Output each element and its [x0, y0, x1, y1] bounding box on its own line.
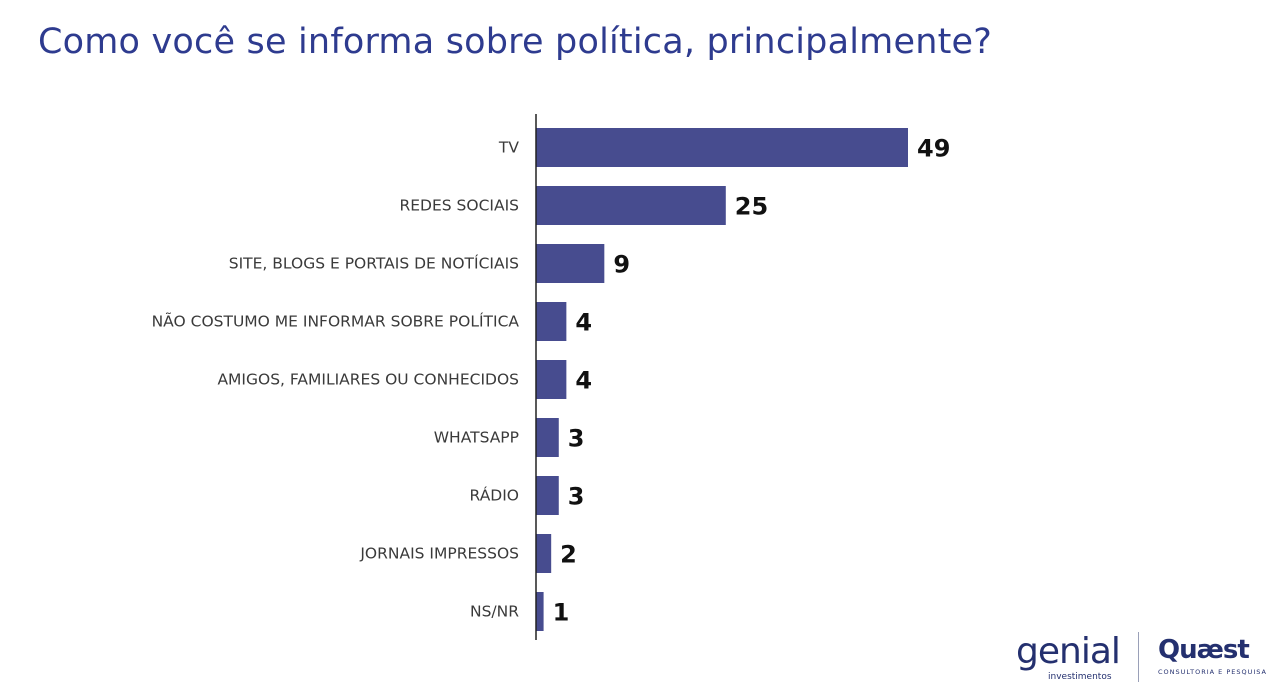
bar-3: [536, 302, 567, 341]
category-label-8: NS/NR: [470, 603, 519, 621]
bar-4: [536, 360, 567, 399]
bars-group: [536, 128, 908, 631]
category-label-4: AMIGOS, FAMILIARES OU CONHECIDOS: [217, 371, 519, 389]
quaest-logo-sub: CONSULTORIA E PESQUISA: [1158, 668, 1266, 676]
bar-8: [536, 592, 544, 631]
logo-divider: [1138, 632, 1139, 682]
logos: genial investimentos Quæst CONSULTORIA E…: [1010, 630, 1266, 685]
value-label-2: 9: [613, 251, 630, 279]
chart-title: Como você se informa sobre política, pri…: [38, 22, 993, 62]
value-labels-group: 49 25 9 4 4 3 3 2 1: [553, 135, 951, 627]
bar-2: [536, 244, 605, 283]
genial-logo-sub: investimentos: [1048, 672, 1112, 682]
category-label-2: SITE, BLOGS E PORTAIS DE NOTÍCIAIS: [229, 254, 519, 273]
value-label-1: 25: [735, 193, 768, 221]
category-label-7: JORNAIS IMPRESSOS: [359, 545, 519, 563]
category-label-5: WHATSAPP: [434, 429, 519, 447]
category-label-1: REDES SOCIAIS: [399, 197, 519, 215]
category-label-3: NÃO COSTUMO ME INFORMAR SOBRE POLÍTICA: [152, 312, 520, 331]
value-label-3: 4: [575, 309, 592, 337]
bar-6: [536, 476, 559, 515]
bar-1: [536, 186, 726, 225]
value-label-8: 1: [553, 599, 570, 627]
quaest-logo-word: Quæst: [1158, 635, 1250, 665]
category-label-6: RÁDIO: [470, 486, 519, 505]
quaest-logo: Quæst CONSULTORIA E PESQUISA: [1158, 635, 1266, 676]
category-label-0: TV: [498, 139, 519, 157]
genial-logo-word: genial: [1016, 631, 1121, 672]
value-label-7: 2: [560, 541, 577, 569]
value-label-4: 4: [575, 367, 592, 395]
category-labels-group: TV REDES SOCIAIS SITE, BLOGS E PORTAIS DE …: [152, 139, 520, 621]
value-label-5: 3: [568, 425, 585, 453]
value-label-6: 3: [568, 483, 585, 511]
value-label-0: 49: [917, 135, 950, 163]
bar-0: [536, 128, 908, 167]
bar-5: [536, 418, 559, 457]
bar-7: [536, 534, 552, 573]
genial-logo: genial investimentos: [1016, 631, 1121, 683]
